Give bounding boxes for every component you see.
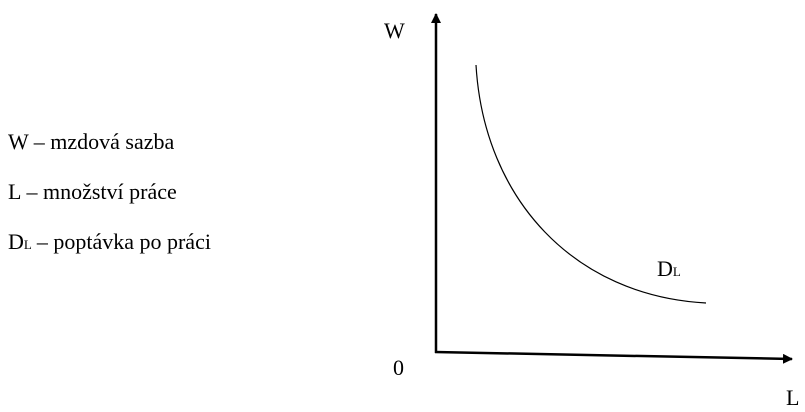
curve-label: DL [657, 256, 681, 281]
legend-item: L – množství práce [8, 179, 177, 204]
legend-text: – poptávka po práci [36, 229, 211, 254]
legend-sub: L [24, 237, 32, 252]
origin-label: 0 [393, 355, 404, 380]
legend-symbol: W [8, 129, 29, 154]
y-axis-label: W [384, 18, 405, 43]
x-axis-label: L [786, 385, 799, 410]
legend-text: – mzdová sazba [33, 129, 175, 154]
legend-symbol: L [8, 179, 21, 204]
curve-symbol: D [657, 256, 673, 281]
legend-symbol: D [8, 229, 24, 254]
legend-item: DL – poptávka po práci [8, 229, 211, 254]
legend-text: – množství práce [25, 179, 176, 204]
x-axis [434, 350, 793, 364]
demand-curve [475, 64, 707, 304]
curve-sub: L [673, 264, 681, 279]
legend-item: W – mzdová sazba [8, 129, 174, 154]
